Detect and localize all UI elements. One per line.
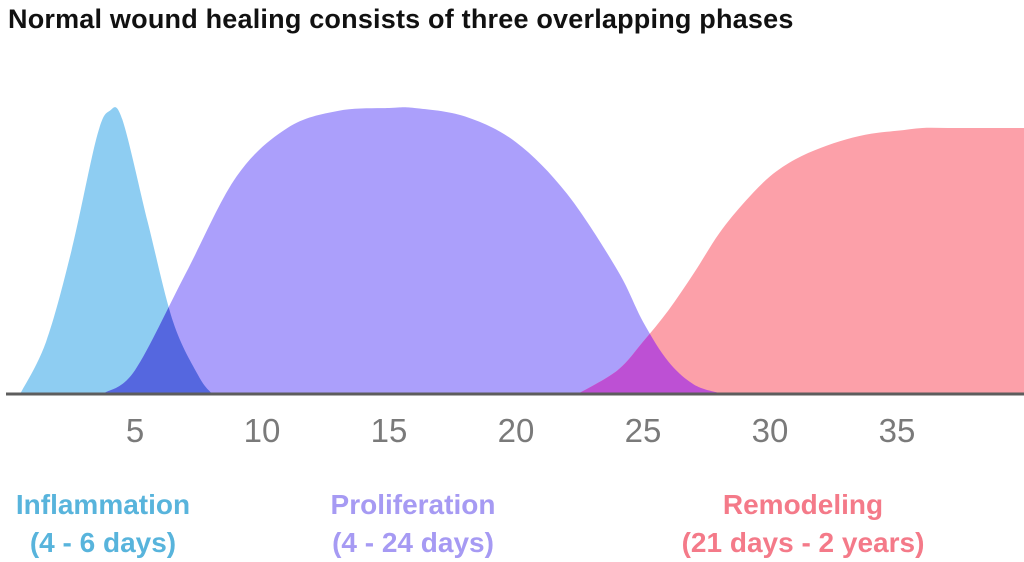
x-tick-label: 30 [752, 412, 789, 449]
legend-inflammation-name: Inflammation [16, 489, 190, 520]
legend-proliferation-range: (4 - 24 days) [332, 527, 494, 558]
legend-inflammation-range: (4 - 6 days) [30, 527, 176, 558]
proliferation-area [104, 107, 720, 394]
legend-remodeling-range: (21 days - 2 years) [682, 527, 925, 558]
x-tick-label: 5 [126, 412, 144, 449]
x-tick-label: 20 [498, 412, 535, 449]
legend-proliferation-name: Proliferation [331, 489, 496, 520]
x-tick-label: 15 [371, 412, 408, 449]
x-tick-label: 10 [244, 412, 281, 449]
legend-remodeling-name: Remodeling [723, 489, 883, 520]
x-axis-ticks: 5 10 15 20 25 30 35 [126, 412, 916, 449]
series-areas [20, 107, 1024, 394]
x-tick-label: 35 [879, 412, 916, 449]
chart-title: Normal wound healing consists of three o… [8, 4, 794, 34]
legend: Inflammation (4 - 6 days) Proliferation (4 … [16, 489, 925, 558]
remodeling-area [579, 127, 1024, 393]
x-tick-label: 25 [625, 412, 662, 449]
